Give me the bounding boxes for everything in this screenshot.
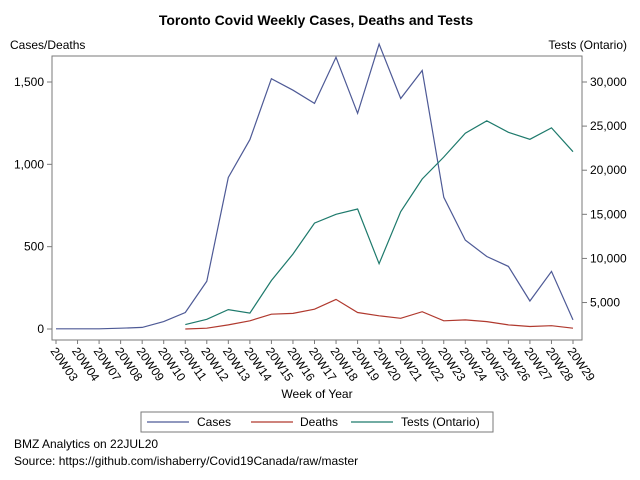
legend-label-tests-ontario: Tests (Ontario) xyxy=(401,415,480,429)
legend-label-cases: Cases xyxy=(197,415,231,429)
footer-credit: BMZ Analytics on 22JUL20 xyxy=(14,437,159,451)
y-axis-left: 0 500 1,000 1,500 xyxy=(14,75,52,336)
series-lines xyxy=(56,42,574,330)
y-right-tick-label: 10,000 xyxy=(590,251,627,265)
series-line-cases xyxy=(56,42,574,330)
y-left-tick-label: 1,500 xyxy=(14,75,44,89)
series-line-tests-ontario xyxy=(185,120,574,326)
series-line-deaths xyxy=(185,298,574,330)
y-right-tick-label: 25,000 xyxy=(590,119,627,133)
plot-frame xyxy=(51,55,583,341)
y-right-tick-label: 5,000 xyxy=(590,296,620,310)
legend-frame xyxy=(140,411,494,433)
y-right-tick-label: 15,000 xyxy=(590,207,627,221)
y-left-tick-label: 0 xyxy=(37,322,44,336)
footer-source: Source: https://github.com/ishaberry/Cov… xyxy=(14,454,359,468)
y-right-tick-label: 20,000 xyxy=(590,163,627,177)
y-axis-right: 5,000 10,000 15,000 20,000 25,000 30,000 xyxy=(582,75,627,310)
chart-title: Toronto Covid Weekly Cases, Deaths and T… xyxy=(159,12,474,28)
y-axis-left-label: Cases/Deaths xyxy=(10,38,85,52)
y-axis-right-label: Tests (Ontario) xyxy=(548,38,627,52)
y-right-tick-label: 30,000 xyxy=(590,75,627,89)
y-left-tick-label: 1,000 xyxy=(14,157,44,171)
x-axis-label: Week of Year xyxy=(281,387,352,401)
legend: Cases Deaths Tests (Ontario) xyxy=(140,411,494,433)
legend-label-deaths: Deaths xyxy=(300,415,338,429)
y-left-tick-label: 500 xyxy=(24,240,44,254)
x-axis: 20W0320W0420W0720W0820W0920W1020W1120W12… xyxy=(48,340,598,384)
